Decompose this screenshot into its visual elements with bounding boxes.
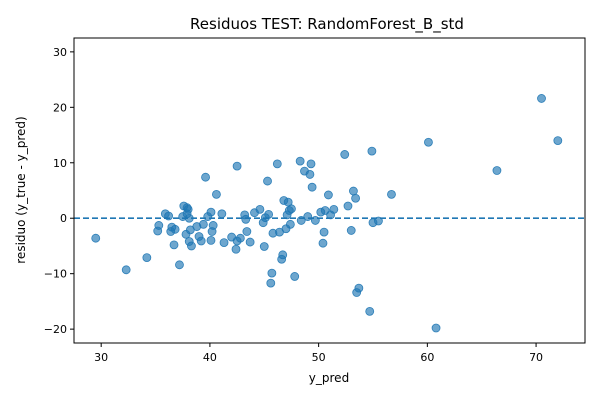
residual-point: [206, 207, 216, 217]
residual-point: [492, 166, 502, 175]
residual-point: [169, 240, 179, 250]
x-tick-label: 30: [94, 351, 108, 364]
residual-point: [537, 94, 546, 103]
residual-point: [305, 170, 315, 179]
residual-point: [232, 161, 242, 171]
residual-point: [187, 241, 196, 251]
x-axis-label: y_pred: [309, 371, 349, 385]
residual-point: [245, 237, 255, 247]
axes-frame: [73, 37, 586, 344]
residual-point: [259, 242, 269, 251]
plot-area: [74, 94, 585, 333]
residual-point: [217, 209, 227, 219]
x-axis-ticks: 30 40 50 60 70: [94, 343, 543, 364]
chart-title: Residuos TEST: RandomForest_B_std: [190, 15, 464, 34]
residual-point: [198, 219, 208, 229]
residual-point: [365, 306, 375, 316]
residual-point: [303, 212, 313, 221]
residual-point: [290, 272, 300, 281]
y-tick-label: −10: [44, 268, 67, 281]
residual-point: [340, 150, 350, 159]
residual-point: [170, 224, 180, 234]
residual-point: [219, 238, 229, 248]
x-tick-label: 60: [420, 351, 434, 364]
residual-point: [263, 176, 272, 186]
residual-point: [329, 204, 339, 214]
residual-point: [387, 189, 396, 199]
x-tick-label: 70: [529, 351, 543, 364]
x-tick-label: 40: [203, 351, 217, 364]
y-axis-label: residuo (y_true - y_pred): [14, 116, 28, 263]
residual-point: [142, 253, 152, 263]
residual-point: [272, 159, 282, 169]
residual-point: [264, 209, 274, 219]
residual-point: [324, 190, 333, 200]
residual-point: [553, 136, 563, 145]
residual-point: [242, 227, 252, 236]
residual-point: [278, 250, 288, 260]
residual-point: [351, 193, 360, 203]
residual-point: [201, 172, 210, 182]
residual-point: [307, 182, 317, 192]
residual-point: [164, 211, 173, 221]
residual-point: [235, 233, 245, 243]
residual-point: [367, 146, 377, 156]
residual-point: [208, 221, 218, 230]
residual-point: [424, 137, 433, 147]
residual-point: [154, 221, 164, 230]
residual-point: [231, 244, 241, 254]
residual-point: [183, 204, 193, 214]
residual-point: [121, 265, 131, 275]
residual-point: [184, 213, 194, 223]
residual-point: [306, 159, 316, 169]
residual-point: [296, 216, 306, 225]
residual-point: [212, 189, 221, 199]
residual-point: [266, 278, 276, 288]
residual-point: [285, 219, 295, 229]
y-axis-ticks: −20 −10 0 10 20 30: [44, 46, 74, 336]
residual-point: [310, 216, 320, 225]
residual-point: [374, 216, 383, 226]
residual-point: [318, 238, 328, 248]
residual-point: [319, 227, 329, 237]
residual-point: [346, 226, 356, 235]
residual-point: [91, 233, 101, 243]
residual-point: [267, 268, 277, 278]
y-tick-label: 30: [53, 46, 67, 59]
residual-point: [295, 156, 305, 166]
residual-point: [354, 283, 364, 293]
residual-point: [206, 236, 216, 245]
residual-point: [287, 204, 296, 214]
residual-point: [196, 236, 206, 246]
residual-point: [349, 186, 358, 196]
y-tick-label: 20: [53, 101, 67, 114]
y-tick-label: −20: [44, 323, 67, 336]
residual-point: [343, 201, 353, 211]
residual-point: [175, 260, 184, 270]
x-tick-label: 50: [312, 351, 326, 364]
residual-point: [431, 323, 441, 333]
y-tick-label: 0: [60, 212, 67, 225]
y-tick-label: 10: [53, 157, 67, 170]
residual-point: [255, 204, 265, 214]
residual-point: [241, 214, 251, 224]
